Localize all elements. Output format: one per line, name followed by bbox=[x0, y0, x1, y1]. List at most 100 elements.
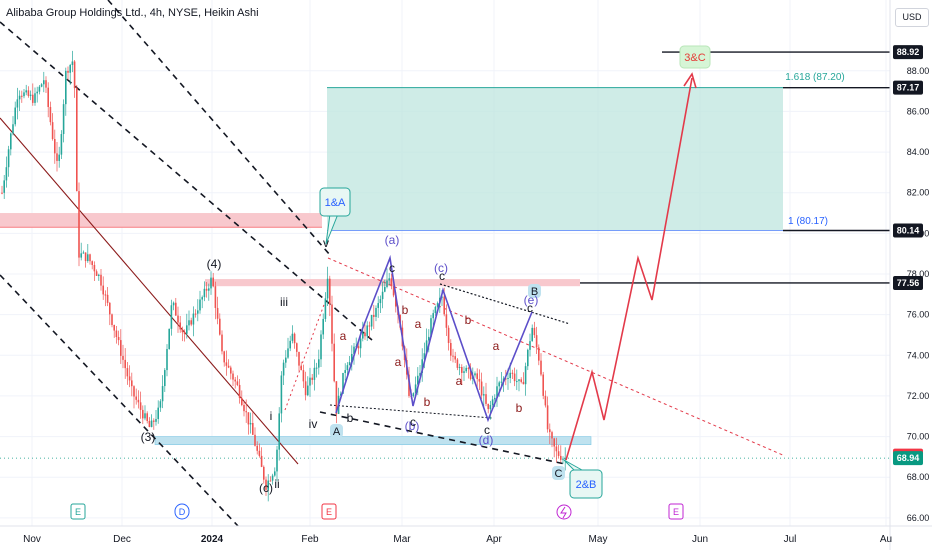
candle-body bbox=[498, 382, 500, 387]
candle-body bbox=[120, 340, 122, 356]
candle-body bbox=[315, 367, 318, 369]
candle-body bbox=[353, 346, 355, 354]
fib-level-label: 1.618 (87.20) bbox=[785, 72, 845, 83]
candle-body bbox=[256, 445, 258, 451]
channel-line-0 bbox=[0, 21, 373, 341]
candle-body bbox=[412, 393, 415, 396]
candle-body bbox=[487, 403, 489, 410]
candle-body bbox=[51, 122, 54, 140]
wave-label: c bbox=[527, 301, 533, 315]
candle-body bbox=[390, 278, 393, 287]
candle-body bbox=[249, 423, 252, 425]
wave-label: iv bbox=[309, 417, 318, 431]
event-marker-label: E bbox=[75, 507, 81, 517]
candle-body bbox=[267, 480, 269, 490]
candle-body bbox=[139, 402, 142, 410]
candle-body bbox=[432, 313, 434, 319]
lightning-icon bbox=[560, 506, 567, 519]
candle-body bbox=[18, 95, 21, 100]
candle-body bbox=[509, 372, 511, 378]
candle-body bbox=[309, 377, 311, 386]
candle-body bbox=[533, 327, 536, 336]
candle-body bbox=[364, 332, 366, 337]
candle-body bbox=[188, 320, 190, 326]
wave-label: c bbox=[484, 423, 490, 437]
candle-body bbox=[230, 367, 232, 374]
candle-body bbox=[538, 347, 540, 361]
candle-body bbox=[12, 124, 14, 134]
wave-label: c bbox=[410, 415, 416, 429]
candle-body bbox=[102, 285, 104, 295]
candle-body bbox=[518, 379, 520, 382]
wave-label: v bbox=[323, 236, 329, 250]
time-tick-label: Nov bbox=[23, 534, 41, 545]
candle-body bbox=[166, 349, 168, 371]
candle-body bbox=[555, 446, 558, 452]
wave-2b-label: 2&B bbox=[576, 479, 597, 491]
candle-body bbox=[307, 385, 309, 396]
candle-body bbox=[252, 423, 254, 435]
wave-label: a bbox=[340, 329, 347, 343]
candle-body bbox=[71, 61, 74, 65]
channel-line-1 bbox=[107, 0, 331, 256]
time-tick-label: Mar bbox=[393, 534, 411, 545]
candle-body bbox=[441, 296, 443, 298]
candle-body bbox=[84, 252, 87, 262]
candle-body bbox=[146, 413, 148, 421]
event-marker-box bbox=[174, 503, 190, 520]
candle-body bbox=[186, 325, 188, 334]
wave-1a-pointer bbox=[325, 213, 339, 245]
candle-body bbox=[148, 420, 151, 427]
candle-body bbox=[320, 334, 322, 360]
candle-body bbox=[452, 355, 454, 357]
candle-body bbox=[348, 362, 351, 366]
candle-body bbox=[313, 367, 316, 380]
candle-body bbox=[223, 351, 225, 363]
candle-body bbox=[395, 295, 397, 307]
candle-body bbox=[157, 407, 159, 419]
candle-body bbox=[276, 449, 278, 472]
candle-body bbox=[16, 99, 19, 108]
candle-body bbox=[280, 375, 283, 414]
candle-body bbox=[247, 412, 250, 425]
wave-label: ii bbox=[274, 477, 279, 491]
candle-body bbox=[414, 384, 417, 394]
candle-body bbox=[1, 192, 3, 194]
wave-3c-label: 3&C bbox=[684, 52, 705, 64]
channel-line-2 bbox=[0, 274, 239, 527]
candle-body bbox=[417, 375, 419, 385]
fib-level-label: 1 (80.17) bbox=[788, 216, 828, 227]
candle-body bbox=[95, 271, 98, 276]
candle-body bbox=[208, 288, 210, 291]
candle-body bbox=[27, 90, 30, 96]
candle-body bbox=[76, 88, 78, 192]
price-tick-label: 68.00 bbox=[907, 472, 930, 482]
candle-body bbox=[80, 253, 82, 258]
candle-body bbox=[91, 261, 93, 265]
candle-body bbox=[263, 466, 265, 480]
candle-body bbox=[194, 313, 197, 315]
wave-3c-label-box bbox=[679, 45, 711, 69]
candle-body bbox=[23, 92, 25, 97]
candle-body bbox=[29, 94, 32, 96]
candle-body bbox=[362, 332, 364, 339]
candle-body bbox=[115, 330, 118, 338]
candle-body bbox=[236, 381, 239, 385]
candle-body bbox=[60, 134, 63, 155]
candle-body bbox=[201, 297, 203, 300]
price-badge bbox=[893, 80, 923, 95]
chart-title: Alibaba Group Holdings Ltd., 4h, NYSE, H… bbox=[6, 7, 259, 19]
dividend-marker-icon bbox=[556, 504, 572, 520]
wave-label: (4) bbox=[207, 257, 222, 271]
candle-body bbox=[109, 302, 111, 315]
triangle-upper-line bbox=[439, 283, 571, 325]
price-tick-label: 84.00 bbox=[907, 147, 930, 157]
wave-1a-label: 1&A bbox=[325, 197, 346, 209]
candle-body bbox=[62, 104, 65, 135]
wave-label: i bbox=[270, 409, 273, 423]
currency-button[interactable]: USD bbox=[895, 8, 929, 27]
candle-body bbox=[322, 318, 324, 335]
candle-body bbox=[467, 367, 470, 369]
